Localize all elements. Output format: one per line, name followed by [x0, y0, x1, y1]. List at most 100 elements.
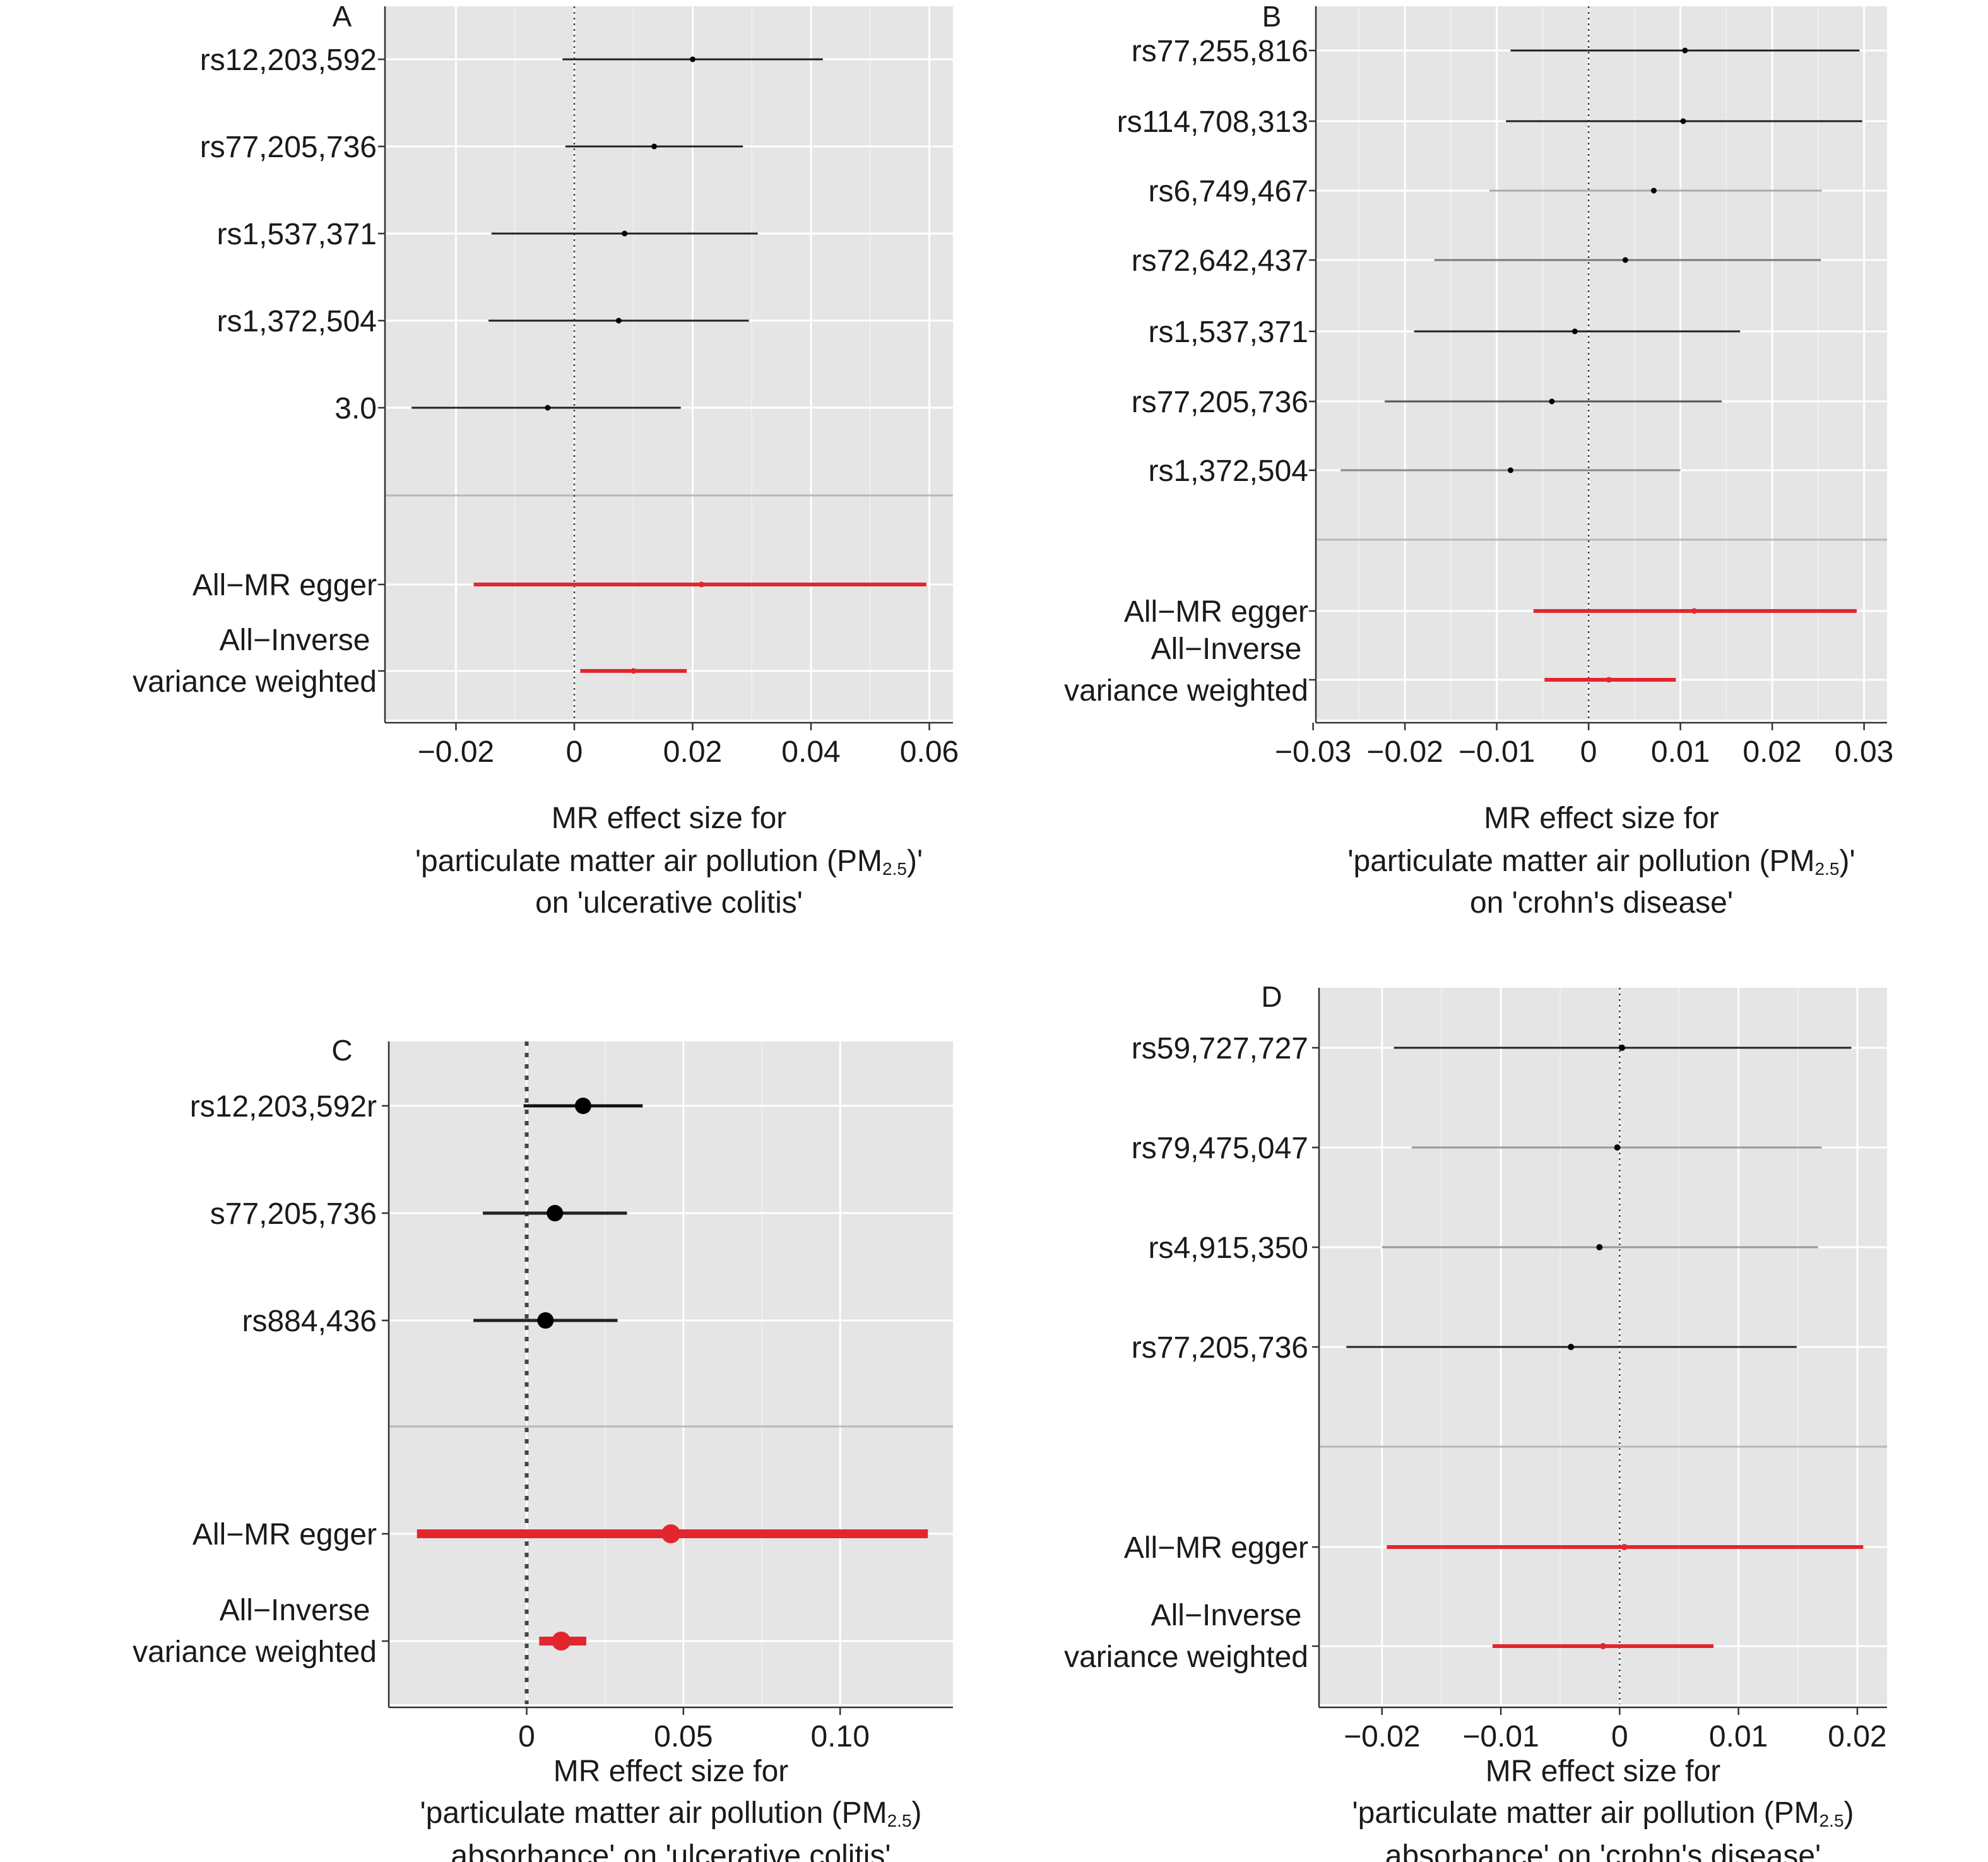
snp-estimate-point [1549, 398, 1555, 405]
x-axis-title-line: MR effect size for [552, 802, 787, 835]
snp-label: 3.0 [334, 392, 377, 425]
snp-estimate-point [651, 143, 658, 150]
title-text: MR effect size for [1484, 802, 1719, 835]
snp-estimate-point [1619, 1045, 1626, 1051]
summary-estimate-point [1691, 608, 1697, 614]
panel-letter: A [333, 0, 352, 33]
summary-estimate-point [1606, 677, 1612, 683]
summary-label: variance weighted [133, 1635, 377, 1669]
summary-label: All−MR egger [1124, 595, 1308, 629]
snp-estimate-point [690, 56, 695, 62]
snp-estimate-point [1596, 1244, 1603, 1250]
snp-estimate-point [547, 1205, 564, 1221]
snp-label: rs59,727,727 [1132, 1032, 1308, 1065]
x-axis-title-line: MR effect size for [1486, 1755, 1721, 1788]
snp-label: rs1,537,371 [216, 218, 377, 251]
title-text: )' [907, 845, 923, 878]
plot-background [385, 6, 953, 720]
x-tick-label: 0 [1580, 735, 1597, 769]
snp-label: rs79,475,047 [1132, 1132, 1308, 1165]
x-axis-title-line: on 'ulcerative colitis' [535, 886, 803, 920]
x-tick-label: −0.01 [1462, 1720, 1539, 1753]
x-axis-title-line: MR effect size for [553, 1755, 789, 1788]
x-tick-label: 0.06 [900, 735, 959, 769]
forest-panel-c: 0 0.05 0.10 rs12,203,592r s77,205,736 rs884,4… [133, 1034, 953, 1862]
snp-label: rs72,642,437 [1132, 244, 1308, 278]
snp-label: rs12,203,592r [190, 1090, 377, 1124]
summary-label: All−Inverse [220, 624, 370, 657]
snp-label: rs77,205,736 [200, 131, 377, 164]
snp-label: rs6,749,467 [1148, 175, 1308, 208]
title-text: 'particulate matter air pollution (PM [420, 1796, 887, 1830]
title-text: absorbance' on 'ulcerative colitis' [451, 1839, 890, 1862]
snp-estimate-point [574, 1098, 591, 1114]
subscript: 2.5 [1819, 1811, 1844, 1830]
snp-estimate-point [545, 405, 551, 411]
plot-background [1316, 6, 1887, 720]
title-text: on 'ulcerative colitis' [535, 886, 803, 920]
snp-estimate-point [615, 317, 622, 324]
panel-letter: D [1261, 980, 1282, 1013]
summary-label: All−MR egger [1124, 1531, 1308, 1565]
title-text: absorbance' on 'crohn's disease' [1385, 1839, 1821, 1862]
subscript: 2.5 [887, 1811, 912, 1830]
subscript: 2.5 [1815, 859, 1840, 879]
title-text: on 'crohn's disease' [1470, 886, 1733, 920]
snp-estimate-point [622, 230, 628, 237]
summary-label: variance weighted [1064, 674, 1308, 708]
summary-label: All−MR egger [192, 1518, 377, 1551]
subscript: 2.5 [882, 859, 907, 879]
snp-label: rs12,203,592 [200, 44, 377, 77]
summary-estimate-point [1621, 1544, 1628, 1550]
snp-estimate-point [1680, 118, 1686, 124]
summary-label: All−MR egger [192, 569, 377, 602]
snp-estimate-point [1682, 47, 1688, 54]
snp-label: rs114,708,313 [1117, 105, 1308, 139]
forest-panel-d: −0.02 −0.01 0 0.01 0.02 rs59,727,727 rs79,475,… [1064, 980, 1887, 1862]
summary-label: variance weighted [1064, 1640, 1308, 1674]
title-text: )' [1839, 845, 1855, 878]
summary-estimate-point [552, 1632, 571, 1651]
title-text: MR effect size for [1486, 1755, 1721, 1788]
x-tick-label: 0.01 [1651, 735, 1710, 769]
x-tick-label: 0.04 [781, 735, 840, 769]
title-text: ) [912, 1796, 922, 1830]
x-axis-title-line: MR effect size for [1484, 802, 1719, 835]
x-axis-title-line: 'particulate matter air pollution (PM2.5… [415, 845, 923, 879]
x-tick-label: 0.01 [1709, 1720, 1768, 1753]
x-axis-title-line: 'particulate matter air pollution (PM2.5… [1347, 845, 1855, 879]
x-tick-label: 0.02 [1828, 1720, 1886, 1753]
snp-label: rs77,205,736 [1132, 1331, 1308, 1365]
title-text: MR effect size for [552, 802, 787, 835]
snp-estimate-point [1507, 467, 1513, 473]
snp-estimate-point [1568, 1344, 1575, 1350]
title-text: ) [1844, 1796, 1854, 1830]
x-tick-label: 0.03 [1835, 735, 1893, 769]
panel-letter: B [1262, 0, 1282, 33]
snp-estimate-point [1571, 328, 1578, 335]
title-text: 'particulate matter air pollution (PM [1352, 1796, 1819, 1830]
summary-label: All−Inverse [1151, 632, 1302, 666]
summary-estimate-point [1600, 1643, 1606, 1649]
x-tick-label: 0 [1611, 1720, 1628, 1753]
snp-label: rs884,436 [242, 1305, 377, 1338]
title-text: 'particulate matter air pollution (PM [1347, 845, 1814, 878]
snp-estimate-point [1650, 187, 1657, 194]
x-axis-title-line: 'particulate matter air pollution (PM2.5… [1352, 1796, 1854, 1830]
x-tick-label: −0.03 [1275, 735, 1351, 769]
x-tick-label: 0.02 [1742, 735, 1801, 769]
summary-estimate-point [630, 668, 637, 674]
summary-estimate-point [699, 581, 705, 588]
snp-estimate-point [537, 1312, 554, 1329]
snp-label: rs1,537,371 [1148, 316, 1308, 349]
x-axis-title-line: absorbance' on 'crohn's disease' [1385, 1839, 1821, 1862]
snp-estimate-point [1622, 257, 1628, 263]
x-tick-label: −0.02 [1366, 735, 1443, 769]
snp-label: rs77,255,816 [1132, 35, 1308, 68]
panel-letter: C [331, 1034, 352, 1067]
forest-panel-b: −0.03 −0.02 −0.01 0 0.01 0.02 0.03 rs77,255,816… [1064, 0, 1893, 920]
x-tick-label: 0 [566, 735, 583, 769]
title-text: 'particulate matter air pollution (PM [415, 845, 882, 878]
x-tick-label: 0.10 [810, 1720, 869, 1753]
